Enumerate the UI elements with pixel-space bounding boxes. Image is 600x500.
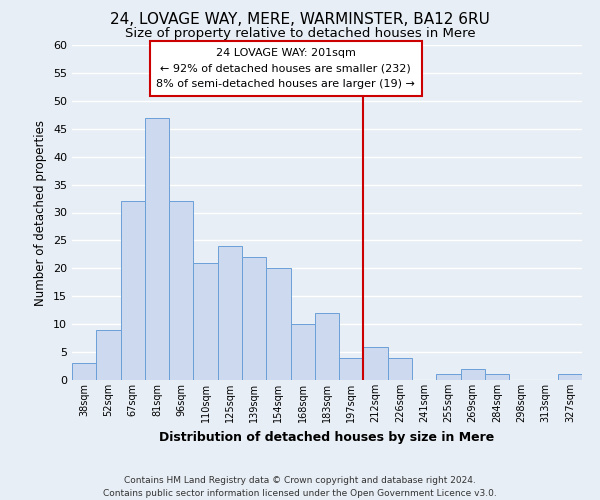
Bar [96,330,121,380]
Bar [558,374,582,380]
Bar [290,324,315,380]
Bar [72,363,96,380]
X-axis label: Distribution of detached houses by size in Mere: Distribution of detached houses by size … [160,430,494,444]
Bar [121,202,145,380]
Bar [315,313,339,380]
Bar [388,358,412,380]
Bar [145,118,169,380]
Bar [169,202,193,380]
Bar [242,257,266,380]
Bar [266,268,290,380]
Bar [218,246,242,380]
Bar [461,369,485,380]
Bar [339,358,364,380]
Text: Size of property relative to detached houses in Mere: Size of property relative to detached ho… [125,28,475,40]
Bar [193,263,218,380]
Text: Contains HM Land Registry data © Crown copyright and database right 2024.
Contai: Contains HM Land Registry data © Crown c… [103,476,497,498]
Text: 24, LOVAGE WAY, MERE, WARMINSTER, BA12 6RU: 24, LOVAGE WAY, MERE, WARMINSTER, BA12 6… [110,12,490,28]
Text: 24 LOVAGE WAY: 201sqm
← 92% of detached houses are smaller (232)
8% of semi-deta: 24 LOVAGE WAY: 201sqm ← 92% of detached … [156,48,415,89]
Bar [436,374,461,380]
Bar [485,374,509,380]
Y-axis label: Number of detached properties: Number of detached properties [34,120,47,306]
Bar [364,346,388,380]
